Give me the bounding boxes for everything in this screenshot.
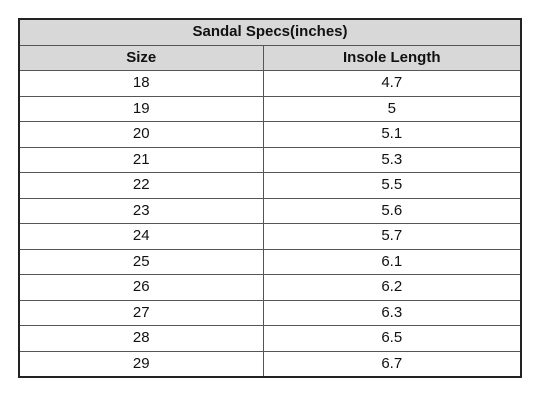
column-header-size: Size (18, 44, 264, 71)
table-row: 19 5 (18, 95, 522, 122)
size-cell: 23 (18, 197, 264, 224)
insole-length-cell: 5.1 (262, 121, 522, 148)
table-row: 28 6.5 (18, 325, 522, 352)
insole-length-cell: 6.7 (262, 350, 522, 378)
title-row: Sandal Specs(inches) (18, 18, 522, 46)
insole-length-cell: 5 (262, 95, 522, 122)
table-row: 23 5.6 (18, 197, 522, 224)
size-cell: 29 (18, 350, 264, 378)
column-header-insole-length: Insole Length (262, 44, 522, 71)
table-row: 25 6.1 (18, 248, 522, 275)
insole-length-cell: 5.5 (262, 172, 522, 199)
table-row: 21 5.3 (18, 146, 522, 173)
table-body: 18 4.7 19 5 20 5.1 21 5.3 22 5.5 23 5.6 24 5.7 25 6.1 26… (18, 70, 522, 378)
size-cell: 24 (18, 223, 264, 250)
header-row: Size Insole Length (18, 44, 522, 71)
size-cell: 19 (18, 95, 264, 122)
table-row: 27 6.3 (18, 299, 522, 326)
table-head: Sandal Specs(inches) Size Insole Length (18, 18, 522, 71)
insole-length-cell: 5.7 (262, 223, 522, 250)
specs-table-container: Sandal Specs(inches) Size Insole Length … (18, 18, 522, 378)
sandal-specs-table: Sandal Specs(inches) Size Insole Length … (18, 18, 522, 378)
insole-length-cell: 5.3 (262, 146, 522, 173)
size-cell: 28 (18, 325, 264, 352)
size-cell: 25 (18, 248, 264, 275)
table-row: 20 5.1 (18, 121, 522, 148)
table-row: 18 4.7 (18, 70, 522, 97)
insole-length-cell: 5.6 (262, 197, 522, 224)
table-row: 22 5.5 (18, 172, 522, 199)
insole-length-cell: 6.5 (262, 325, 522, 352)
size-cell: 27 (18, 299, 264, 326)
size-cell: 20 (18, 121, 264, 148)
table-row: 29 6.7 (18, 350, 522, 378)
size-cell: 18 (18, 70, 264, 97)
insole-length-cell: 6.1 (262, 248, 522, 275)
table-row: 26 6.2 (18, 274, 522, 301)
size-cell: 21 (18, 146, 264, 173)
size-cell: 26 (18, 274, 264, 301)
insole-length-cell: 6.3 (262, 299, 522, 326)
insole-length-cell: 6.2 (262, 274, 522, 301)
table-row: 24 5.7 (18, 223, 522, 250)
insole-length-cell: 4.7 (262, 70, 522, 97)
size-cell: 22 (18, 172, 264, 199)
table-title: Sandal Specs(inches) (18, 18, 522, 46)
